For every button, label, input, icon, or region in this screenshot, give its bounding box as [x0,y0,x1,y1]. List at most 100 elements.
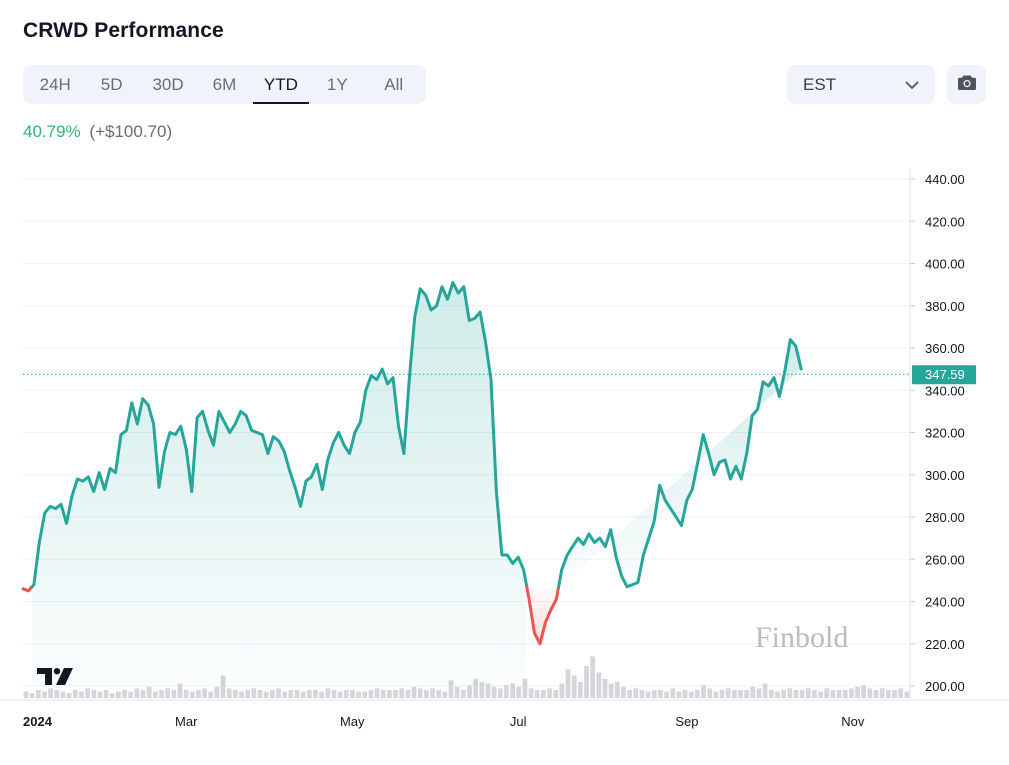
volume-bar [189,691,195,698]
volume-bar [454,686,460,698]
volume-bar [485,683,491,698]
volume-bar [701,685,706,698]
range-tab-30d[interactable]: 30D [152,75,184,94]
volume-bar [504,685,509,698]
volume-bar [707,688,713,698]
volume-bar [97,691,103,698]
last-price-label: 347.59 [912,365,976,385]
volume-bar [208,691,214,698]
volume-bar [288,690,294,698]
x-tick-label: Nov [841,714,865,729]
volume-bar [682,690,688,698]
volume-bar [226,688,232,698]
volume-bar [423,690,429,698]
change-absolute: (+$100.70) [89,122,173,141]
volume-bar [608,683,614,698]
volume-bar [460,690,466,698]
volume-bar [442,691,448,698]
volume-bar [263,691,269,698]
camera-icon [957,74,977,96]
volume-bar [313,690,318,698]
volume-bar [140,690,146,698]
volume-bar [867,688,873,698]
volume-bar [159,690,164,698]
volume-bar [805,688,811,698]
area-up [558,339,802,587]
volume-bar [577,682,583,698]
volume-bar [528,688,534,698]
volume-bar [510,683,515,698]
range-tab-1y[interactable]: 1Y [326,75,348,94]
timezone-select[interactable]: EST [787,65,935,104]
line-segment-up [30,281,529,589]
range-tab-24h[interactable]: 24H [39,75,71,94]
volume-bar [115,691,121,698]
volume-bar [152,691,158,698]
volume-bar [725,688,731,698]
y-tick-label: 280.00 [925,510,965,525]
volume-bar [220,675,226,698]
volume-bar [713,691,719,698]
y-tick-label: 240.00 [925,595,965,610]
volume-bar [411,686,417,698]
volume-bar [781,690,787,698]
y-tick-label: 340.00 [925,383,965,398]
price-line [23,281,803,646]
volume-bar [473,678,479,698]
volume-bar [214,686,220,698]
volume-bar [60,691,66,698]
y-tick-label: 380.00 [925,299,965,314]
x-tick-label: Sep [675,714,698,729]
volume-bar [331,690,337,698]
x-tick-label: Mar [175,714,198,729]
volume-bar [251,688,257,698]
volume-bar [48,688,53,698]
volume-bar [676,691,682,698]
range-tab-all[interactable]: All [384,75,404,94]
volume-bar [66,693,72,698]
volume-bar [356,691,361,698]
volume-bar [651,690,657,698]
chevron-down-icon [905,75,919,95]
volume-bar [79,691,84,698]
volume-bar [658,690,663,698]
volume-bar [633,688,639,698]
x-tick-label: May [340,714,365,729]
price-chart[interactable]: 200.00 220.00 240.00 260.00 280.00 300.00 320.… [0,160,1009,765]
volume-bar [824,688,830,698]
volume-bar [559,683,565,698]
volume-bar [738,690,743,698]
volume-bar [855,686,860,698]
volume-bar [836,690,842,698]
volume-bar [362,691,368,698]
y-tick-label: 220.00 [925,637,965,652]
volume-bar [775,691,780,698]
volume-bar [818,691,823,698]
volume-bar [387,690,392,698]
volume-bar [590,656,596,698]
volume-bar [368,690,374,698]
volume-bar [596,672,602,698]
volume-bar [873,690,879,698]
volume-bar [42,691,47,698]
volume-bar [233,690,238,698]
range-tab-5d[interactable]: 5D [100,75,123,94]
volume-bar [183,690,189,698]
volume-bar [319,691,325,698]
volume-bar [731,690,737,698]
y-tick-label: 300.00 [925,468,965,483]
volume-bar [842,690,848,698]
volume-bar [399,688,405,698]
volume-bar [762,683,768,698]
range-tab-6m[interactable]: 6M [212,75,237,94]
volume-bar [584,666,589,698]
volume-bar [787,688,793,698]
snapshot-button[interactable] [947,65,986,104]
volume-bar [614,682,620,698]
y-axis: 200.00 220.00 240.00 260.00 280.00 300.00 320.… [909,168,965,700]
volume-bar [670,688,676,698]
volume-bar [294,690,300,698]
volume-bar [257,690,263,698]
range-tab-ytd[interactable]: YTD [252,65,310,104]
x-axis: 2024 Mar May Jul Sep Nov [0,699,1009,729]
